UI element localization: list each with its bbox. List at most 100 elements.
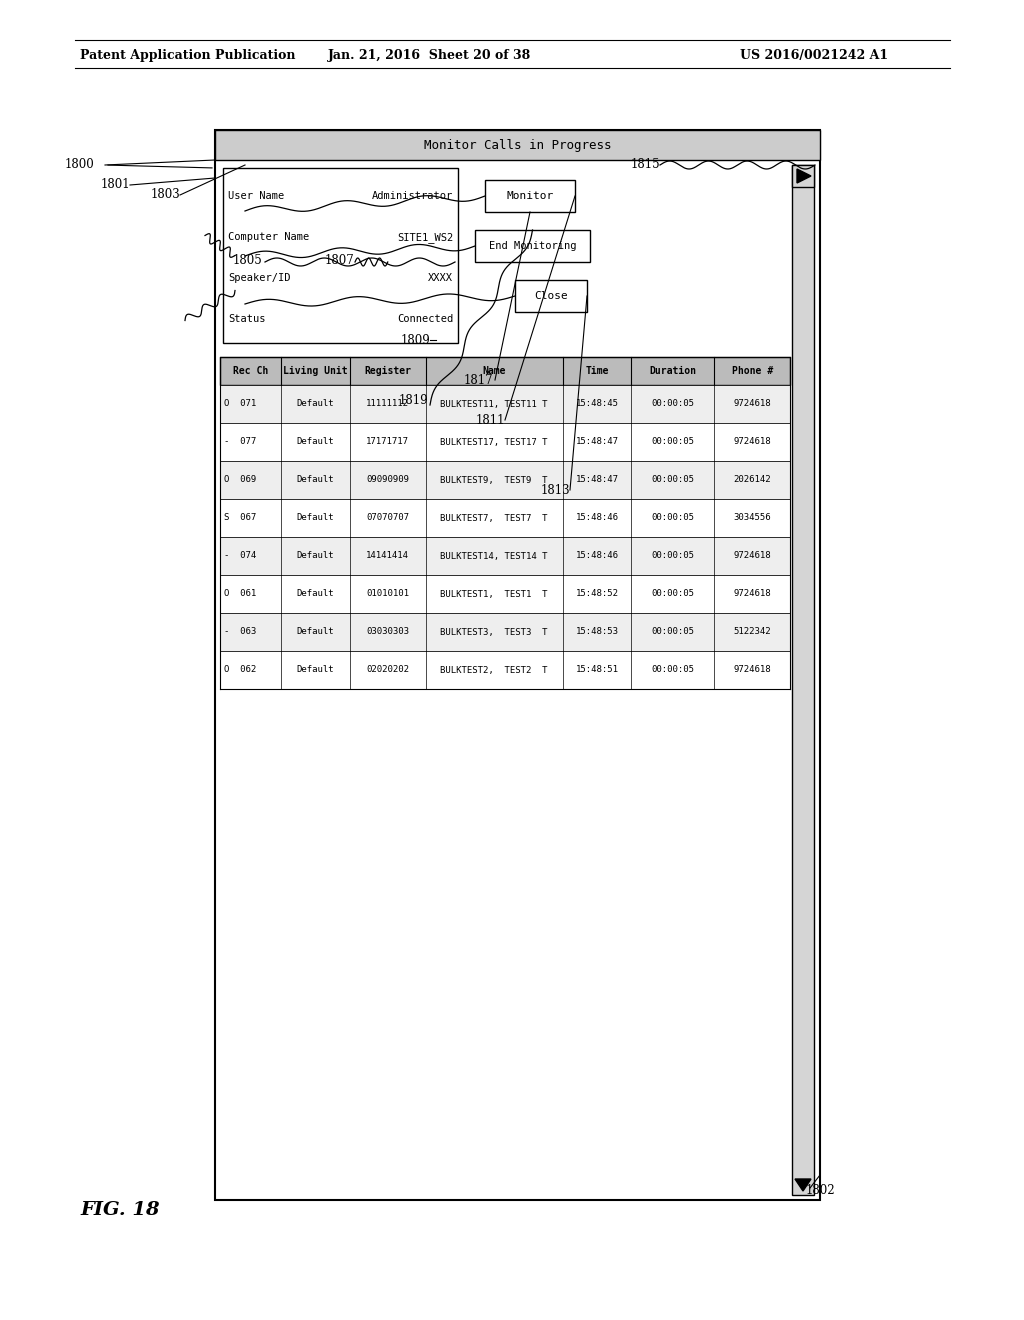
Text: 00:00:05: 00:00:05 (651, 665, 694, 675)
Text: XXXX: XXXX (428, 273, 453, 282)
Text: O  069: O 069 (224, 475, 256, 484)
Text: BULKTEST11, TEST11 T: BULKTEST11, TEST11 T (440, 400, 548, 408)
Text: 14141414: 14141414 (367, 552, 410, 561)
Bar (220, 461, 790, 499)
Text: Status: Status (228, 314, 265, 323)
Text: 1817: 1817 (463, 374, 493, 387)
Text: 00:00:05: 00:00:05 (651, 400, 694, 408)
Bar (220, 356, 790, 385)
Text: O  071: O 071 (224, 400, 256, 408)
Text: BULKTEST7,  TEST7  T: BULKTEST7, TEST7 T (440, 513, 548, 523)
Text: Rec Ch: Rec Ch (233, 366, 268, 376)
Text: 1819: 1819 (398, 393, 428, 407)
Text: 09090909: 09090909 (367, 475, 410, 484)
Text: 1801: 1801 (100, 178, 130, 191)
Text: 00:00:05: 00:00:05 (651, 475, 694, 484)
Text: 15:48:52: 15:48:52 (575, 590, 618, 598)
Text: 07070707: 07070707 (367, 513, 410, 523)
Bar (792, 165, 814, 187)
Text: Default: Default (297, 665, 335, 675)
Text: Monitor: Monitor (507, 191, 554, 201)
Text: 15:48:47: 15:48:47 (575, 437, 618, 446)
Text: Administrator: Administrator (372, 191, 453, 202)
Text: Default: Default (297, 400, 335, 408)
Polygon shape (797, 169, 811, 183)
Text: Monitor Calls in Progress: Monitor Calls in Progress (424, 139, 611, 152)
Text: 9724618: 9724618 (733, 437, 771, 446)
Text: BULKTEST14, TEST14 T: BULKTEST14, TEST14 T (440, 552, 548, 561)
Text: Name: Name (482, 366, 506, 376)
Text: User Name: User Name (228, 191, 285, 202)
Polygon shape (795, 1179, 811, 1191)
Bar (220, 422, 790, 461)
Bar (475, 230, 590, 261)
Text: Patent Application Publication: Patent Application Publication (80, 49, 296, 62)
Text: Computer Name: Computer Name (228, 232, 309, 242)
Text: 5122342: 5122342 (733, 627, 771, 636)
Bar (215, 129, 820, 1200)
Text: Default: Default (297, 437, 335, 446)
Bar (220, 651, 790, 689)
Text: O  062: O 062 (224, 665, 256, 675)
Text: 1805: 1805 (233, 253, 263, 267)
Text: 9724618: 9724618 (733, 590, 771, 598)
Text: 1815: 1815 (630, 158, 659, 172)
Text: 00:00:05: 00:00:05 (651, 627, 694, 636)
Bar (220, 499, 790, 537)
Text: 1807: 1807 (326, 253, 355, 267)
Text: 15:48:46: 15:48:46 (575, 513, 618, 523)
Bar (215, 129, 820, 160)
Text: -  063: - 063 (224, 627, 256, 636)
Text: Speaker/ID: Speaker/ID (228, 273, 291, 282)
Bar (220, 385, 790, 422)
Text: 00:00:05: 00:00:05 (651, 513, 694, 523)
Text: -  077: - 077 (224, 437, 256, 446)
Text: SITE1_WS2: SITE1_WS2 (396, 232, 453, 243)
Text: 03030303: 03030303 (367, 627, 410, 636)
Text: 1802: 1802 (805, 1184, 835, 1196)
Text: Register: Register (365, 366, 412, 376)
Text: Time: Time (586, 366, 608, 376)
Bar (220, 576, 790, 612)
Text: 3034556: 3034556 (733, 513, 771, 523)
Text: Default: Default (297, 475, 335, 484)
Text: 1800: 1800 (66, 158, 95, 172)
Text: S  067: S 067 (224, 513, 256, 523)
Text: BULKTEST3,  TEST3  T: BULKTEST3, TEST3 T (440, 627, 548, 636)
Text: 1811: 1811 (475, 413, 505, 426)
Text: 00:00:05: 00:00:05 (651, 552, 694, 561)
Text: 11111112: 11111112 (367, 400, 410, 408)
Polygon shape (795, 169, 811, 181)
Text: BULKTEST2,  TEST2  T: BULKTEST2, TEST2 T (440, 665, 548, 675)
Text: 01010101: 01010101 (367, 590, 410, 598)
Text: Default: Default (297, 627, 335, 636)
Bar (220, 537, 790, 576)
Text: 15:48:45: 15:48:45 (575, 400, 618, 408)
Text: 1809: 1809 (400, 334, 430, 346)
Text: 1813: 1813 (541, 483, 569, 496)
Text: FIG. 18: FIG. 18 (80, 1201, 160, 1218)
Text: 9724618: 9724618 (733, 400, 771, 408)
Bar (485, 180, 575, 213)
Text: Default: Default (297, 513, 335, 523)
Text: 1803: 1803 (151, 189, 180, 202)
Text: 00:00:05: 00:00:05 (651, 590, 694, 598)
Text: US 2016/0021242 A1: US 2016/0021242 A1 (740, 49, 888, 62)
Text: BULKTEST9,  TEST9  T: BULKTEST9, TEST9 T (440, 475, 548, 484)
Text: Close: Close (535, 290, 568, 301)
Text: Default: Default (297, 590, 335, 598)
Text: Duration: Duration (649, 366, 696, 376)
Text: BULKTEST1,  TEST1  T: BULKTEST1, TEST1 T (440, 590, 548, 598)
Text: End Monitoring: End Monitoring (488, 242, 577, 251)
Text: Connected: Connected (396, 314, 453, 323)
Text: -  074: - 074 (224, 552, 256, 561)
Text: BULKTEST17, TEST17 T: BULKTEST17, TEST17 T (440, 437, 548, 446)
Text: 9724618: 9724618 (733, 665, 771, 675)
Text: 15:48:53: 15:48:53 (575, 627, 618, 636)
Text: Jan. 21, 2016  Sheet 20 of 38: Jan. 21, 2016 Sheet 20 of 38 (329, 49, 531, 62)
Bar (515, 280, 587, 312)
Text: 15:48:47: 15:48:47 (575, 475, 618, 484)
Text: 17171717: 17171717 (367, 437, 410, 446)
Text: 15:48:51: 15:48:51 (575, 665, 618, 675)
Text: Living Unit: Living Unit (284, 366, 348, 376)
